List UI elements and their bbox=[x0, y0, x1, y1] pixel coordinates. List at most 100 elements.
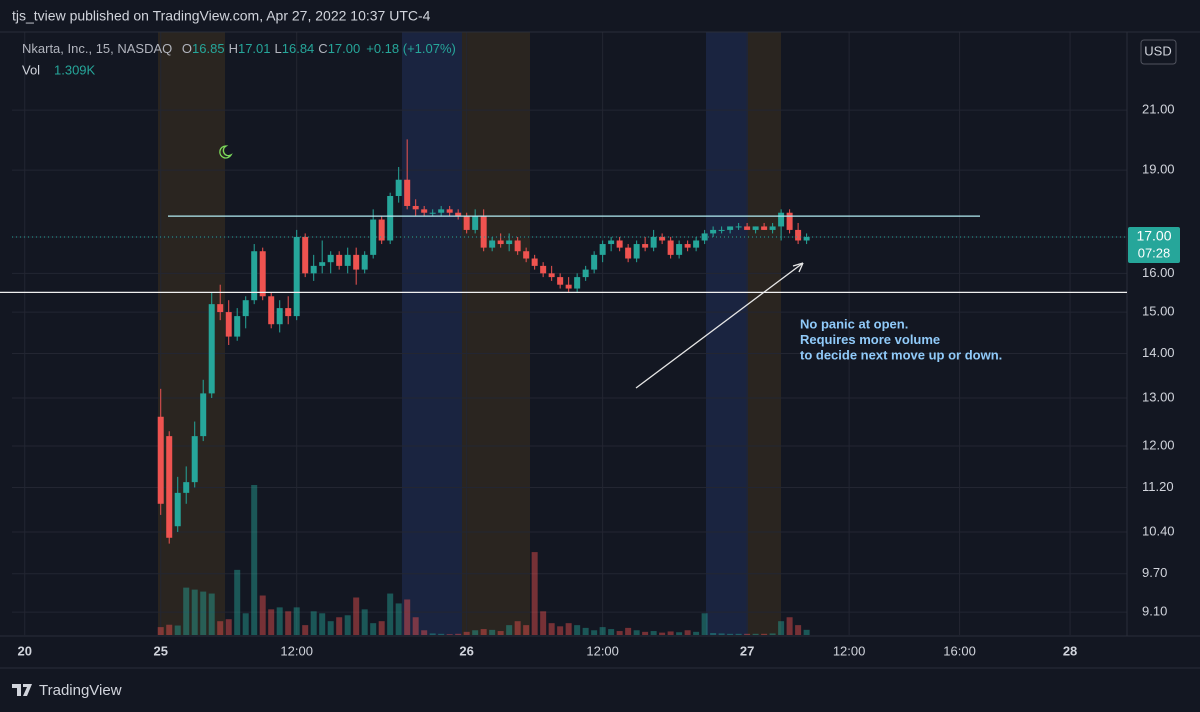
countdown: 07:28 bbox=[1138, 245, 1171, 260]
volume-bar bbox=[293, 607, 300, 635]
candle-body bbox=[370, 219, 377, 255]
volume-bar bbox=[523, 625, 530, 635]
candle-body bbox=[429, 212, 436, 214]
price-tag-value: 17.00 bbox=[1136, 228, 1171, 244]
candle-body bbox=[599, 244, 606, 255]
volume-bar bbox=[599, 627, 606, 635]
grid bbox=[12, 32, 1127, 635]
candle-body bbox=[769, 226, 776, 230]
legend-field-label: C bbox=[318, 41, 327, 56]
candle-body bbox=[684, 244, 691, 248]
logo bbox=[12, 684, 32, 696]
candle-body bbox=[438, 209, 445, 213]
legend-change: +0.18 (+1.07%) bbox=[366, 41, 456, 56]
volume-bar bbox=[489, 629, 496, 635]
volume-bar bbox=[217, 621, 224, 635]
volume-bar bbox=[234, 569, 241, 635]
volume-bar bbox=[370, 623, 377, 635]
candle-body bbox=[786, 212, 793, 230]
volume-bar bbox=[565, 623, 572, 635]
volume-bar bbox=[608, 629, 615, 635]
candle-body bbox=[285, 308, 292, 317]
x-tick-label: 16:00 bbox=[943, 643, 976, 658]
candle-body bbox=[633, 244, 640, 259]
volume-bar bbox=[438, 633, 445, 635]
publisher: tjs_tview published on TradingView.com, … bbox=[12, 8, 431, 24]
volume-bar bbox=[200, 591, 207, 635]
volume-bar bbox=[540, 611, 547, 635]
legend-field-label: H bbox=[229, 41, 238, 56]
candle-body bbox=[735, 226, 742, 228]
volume-bar bbox=[786, 617, 793, 635]
volume-bar bbox=[259, 595, 266, 635]
volume-bar bbox=[803, 629, 810, 635]
legend-field-value: 17.01 bbox=[238, 41, 271, 56]
candle-body bbox=[506, 240, 513, 245]
candle-body bbox=[293, 236, 300, 317]
volume-bar bbox=[208, 593, 215, 635]
brand: TradingView bbox=[39, 682, 122, 699]
candle-body bbox=[302, 236, 309, 274]
volume-bar bbox=[727, 633, 734, 635]
candle-body bbox=[625, 247, 632, 259]
volume-bar bbox=[761, 633, 768, 635]
x-tick-label: 20 bbox=[18, 643, 32, 658]
x-tick-label: 25 bbox=[153, 643, 167, 658]
candle-body bbox=[642, 244, 649, 248]
candle-body bbox=[200, 393, 207, 437]
volume-bar bbox=[574, 625, 581, 635]
candle-body bbox=[761, 226, 768, 230]
annotation: No panic at open. bbox=[800, 316, 908, 331]
y-tick-label: 10.40 bbox=[1142, 523, 1175, 538]
volume-bar bbox=[684, 630, 691, 635]
candle-body bbox=[310, 265, 317, 274]
candle-body bbox=[480, 216, 487, 248]
legend-field-value: 17.00 bbox=[328, 41, 361, 56]
annotation: to decide next move up or down. bbox=[800, 347, 1002, 362]
currency-box[interactable] bbox=[1140, 39, 1177, 65]
volume-bar bbox=[531, 552, 538, 635]
candle-body bbox=[778, 212, 785, 227]
symbol: Nkarta, Inc., 15, NASDAQ bbox=[22, 41, 172, 56]
volume-bar bbox=[166, 624, 173, 635]
candle-body bbox=[217, 304, 224, 313]
x-tick-label: 26 bbox=[459, 643, 473, 658]
y-tick-label: 19.00 bbox=[1142, 162, 1175, 177]
volume-bar bbox=[455, 633, 462, 635]
volume-value: 1.309K bbox=[54, 62, 96, 77]
candle-body bbox=[174, 492, 181, 527]
volume-bar bbox=[276, 607, 283, 635]
volume-bar bbox=[480, 629, 487, 635]
currency[interactable]: USD bbox=[1144, 43, 1171, 58]
volume-bar bbox=[769, 633, 776, 635]
candle-body bbox=[378, 219, 385, 241]
volume-bar bbox=[174, 625, 181, 635]
candle-body bbox=[336, 254, 343, 266]
candle-body bbox=[183, 482, 190, 493]
x-tick-label: 28 bbox=[1063, 643, 1077, 658]
volume-bar bbox=[548, 623, 555, 635]
candle-body bbox=[412, 205, 419, 210]
legend-field-value: 16.84 bbox=[282, 41, 315, 56]
volume-bar bbox=[506, 625, 513, 635]
premarket-band bbox=[158, 32, 225, 635]
volume-bar bbox=[667, 631, 674, 635]
x-tick-label: 12:00 bbox=[280, 643, 313, 658]
x-tick-label: 12:00 bbox=[833, 643, 866, 658]
candle-body bbox=[472, 216, 479, 230]
volume-bar bbox=[268, 609, 275, 635]
candle-body bbox=[531, 258, 538, 266]
volume-label: Vol bbox=[22, 62, 40, 77]
candle-body bbox=[157, 416, 164, 504]
volume-bar bbox=[795, 625, 802, 635]
volume-bar bbox=[735, 633, 742, 635]
y-tick-label: 15.00 bbox=[1142, 304, 1175, 319]
candle-body bbox=[523, 251, 530, 259]
candle-body bbox=[795, 229, 802, 241]
volume-bar bbox=[336, 617, 343, 635]
volume-bar bbox=[659, 632, 666, 635]
marks bbox=[157, 139, 810, 635]
volume-bar bbox=[429, 633, 436, 635]
afterhours-band bbox=[402, 32, 462, 635]
